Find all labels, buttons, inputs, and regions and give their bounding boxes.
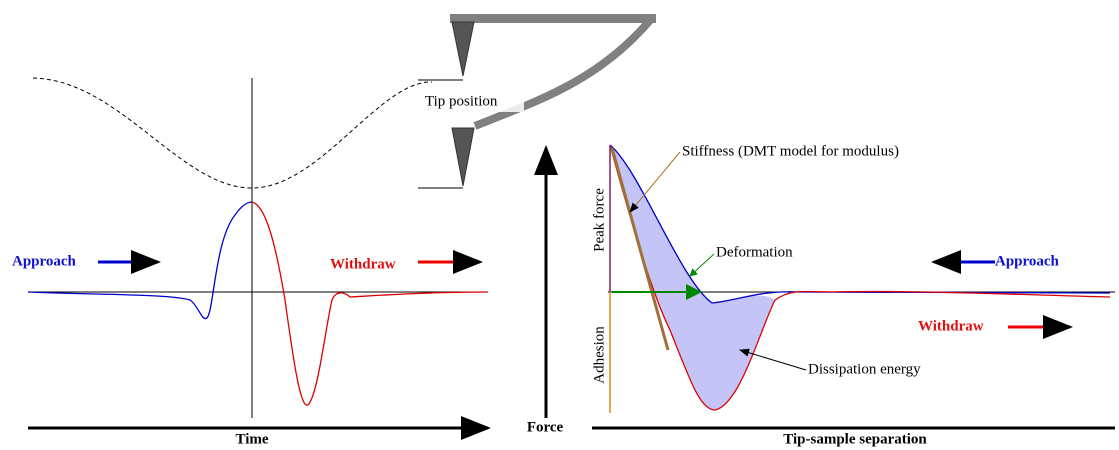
dissipation-label: Dissipation energy: [808, 361, 921, 377]
withdraw-curve: [251, 201, 489, 406]
time-label: Time: [235, 431, 268, 447]
approach-curve: [609, 144, 1111, 304]
tip-position-label: Tip position: [425, 93, 498, 109]
left-panel: Time Approach Withdraw: [12, 77, 491, 447]
dissipation-area: [610, 145, 775, 410]
force-label: Force: [527, 419, 564, 435]
stiffness-pointer: [629, 151, 681, 213]
approach-label: Approach: [12, 253, 77, 269]
tip-position-curve: [32, 77, 433, 189]
stiffness-line: [610, 147, 670, 351]
adhesion-label: Adhesion: [591, 326, 607, 384]
cantilever: Tip position: [418, 14, 656, 189]
separation-label: Tip-sample separation: [783, 431, 927, 447]
dissipation-pointer: [739, 348, 807, 371]
deformation-label: Deformation: [716, 244, 793, 260]
cantilever-base: [450, 14, 656, 23]
deformation-pointer: [689, 253, 715, 277]
stiffness-label: Stiffness (DMT model for modulus): [682, 143, 899, 159]
withdraw-curve: [609, 144, 1111, 411]
tip-bottom: [451, 127, 475, 187]
withdraw-label: Withdraw: [330, 256, 396, 272]
approach-label: Approach: [995, 253, 1060, 269]
label-bg: [424, 92, 524, 112]
withdraw-label: Withdraw: [918, 318, 984, 334]
right-panel: Force Tip-sample separation Peak force A…: [527, 143, 1115, 447]
tip-top: [451, 21, 475, 77]
approach-curve: [27, 201, 253, 320]
peak-force-label: Peak force: [591, 188, 607, 252]
cantilever-bent: [473, 15, 656, 130]
